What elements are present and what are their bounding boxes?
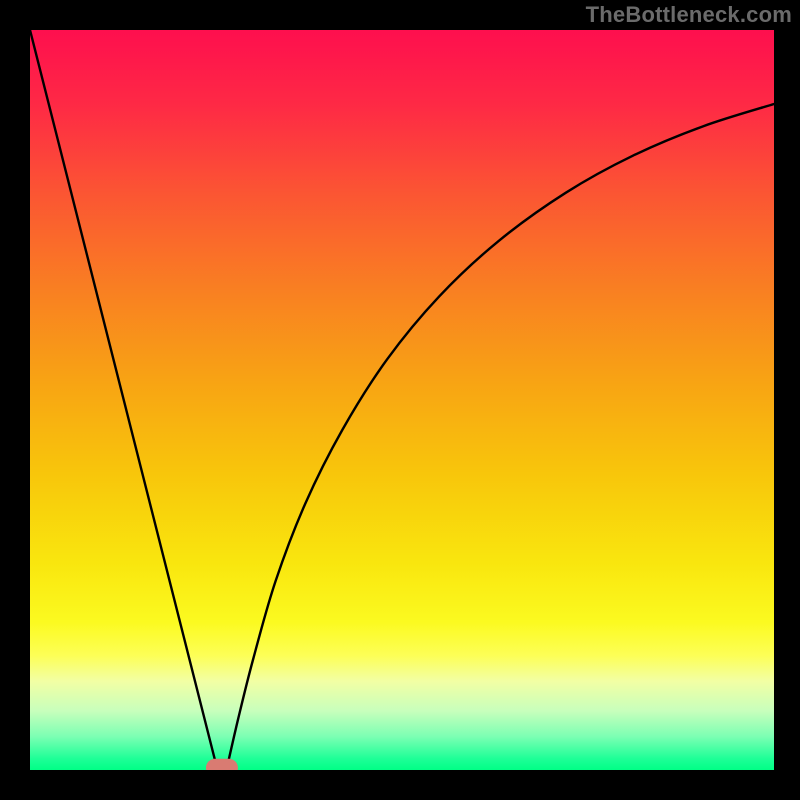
gradient-background (30, 30, 774, 770)
watermark-text: TheBottleneck.com (586, 2, 792, 28)
bottleneck-chart (0, 0, 800, 800)
chart-root: TheBottleneck.com (0, 0, 800, 800)
